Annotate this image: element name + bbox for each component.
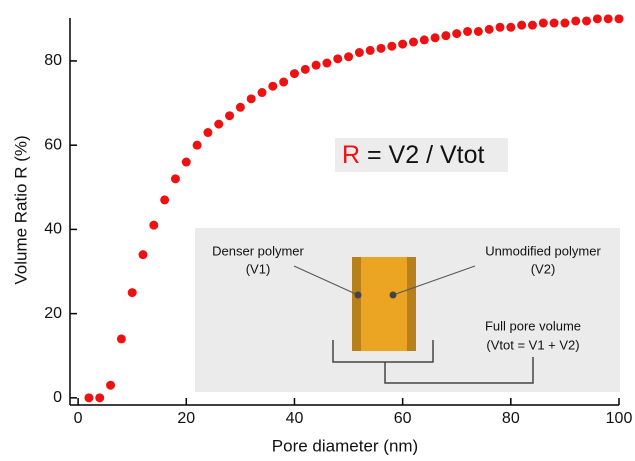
point [485, 25, 494, 34]
point [160, 195, 169, 204]
chart: R = V2 / Vtot Denser polymer (V1) Unmodi… [0, 0, 635, 456]
pore-wall [407, 257, 416, 351]
y-axis-label: Volume Ratio R (%) [11, 135, 30, 284]
point [182, 158, 191, 167]
point [117, 334, 126, 343]
inset-label: (V2) [531, 261, 556, 276]
point [214, 120, 223, 129]
point [387, 42, 396, 51]
point [95, 393, 104, 402]
point [344, 52, 353, 61]
point [582, 16, 591, 25]
point [452, 29, 461, 38]
pore [352, 257, 416, 351]
point [463, 27, 472, 36]
inset: Denser polymer (V1) Unmodified polymer (… [195, 228, 620, 392]
point [560, 19, 569, 28]
point [236, 103, 245, 112]
point [441, 31, 450, 40]
point [550, 19, 559, 28]
point [398, 40, 407, 49]
x-tick-label: 80 [502, 410, 520, 427]
point [139, 250, 148, 259]
point [474, 27, 483, 36]
point [171, 174, 180, 183]
y-tick-label: 40 [44, 221, 62, 238]
point [279, 78, 288, 87]
point [149, 221, 158, 230]
point [106, 381, 115, 390]
point [604, 14, 613, 23]
y-tick-label: 80 [44, 52, 62, 69]
point [420, 35, 429, 44]
point [84, 393, 93, 402]
x-tick-label: 0 [74, 410, 83, 427]
point [193, 141, 202, 150]
point [409, 38, 418, 47]
inset-label: Denser polymer [212, 243, 304, 258]
formula-rest: = V2 / Vtot [367, 141, 484, 169]
point [258, 88, 267, 97]
point [431, 33, 440, 42]
point [290, 69, 299, 78]
point [377, 44, 386, 53]
x-tick-label: 20 [177, 410, 195, 427]
x-axis-label: Pore diameter (nm) [272, 436, 418, 455]
inset-label: (V1) [246, 261, 271, 276]
inset-label: Full pore volume [485, 318, 581, 333]
x-tick-label: 60 [394, 410, 412, 427]
point-marker [355, 292, 362, 299]
point [517, 21, 526, 30]
point [366, 46, 375, 55]
point [225, 111, 234, 120]
inset-label: Unmodified polymer [485, 243, 601, 258]
point [301, 65, 310, 74]
point [528, 21, 537, 30]
point [247, 94, 256, 103]
point [539, 19, 548, 28]
y-tick-label: 0 [53, 389, 62, 406]
point [593, 14, 602, 23]
point [268, 82, 277, 91]
x-tick-label: 100 [606, 410, 633, 427]
inset-label: (Vtot = V1 + V2) [486, 337, 579, 352]
pore-wall [352, 257, 361, 351]
point [312, 61, 321, 70]
point [128, 288, 137, 297]
point [333, 54, 342, 63]
point [355, 48, 364, 57]
x-tick-label: 40 [286, 410, 304, 427]
point [506, 23, 515, 32]
point [322, 59, 331, 68]
formula: R = V2 / Vtot [342, 141, 485, 169]
point [496, 23, 505, 32]
formula-symbol: R [342, 141, 360, 169]
point-marker [390, 292, 397, 299]
y-tick-label: 60 [44, 136, 62, 153]
point [571, 16, 580, 25]
y-tick-label: 20 [44, 305, 62, 322]
point [203, 128, 212, 137]
point [615, 14, 624, 23]
